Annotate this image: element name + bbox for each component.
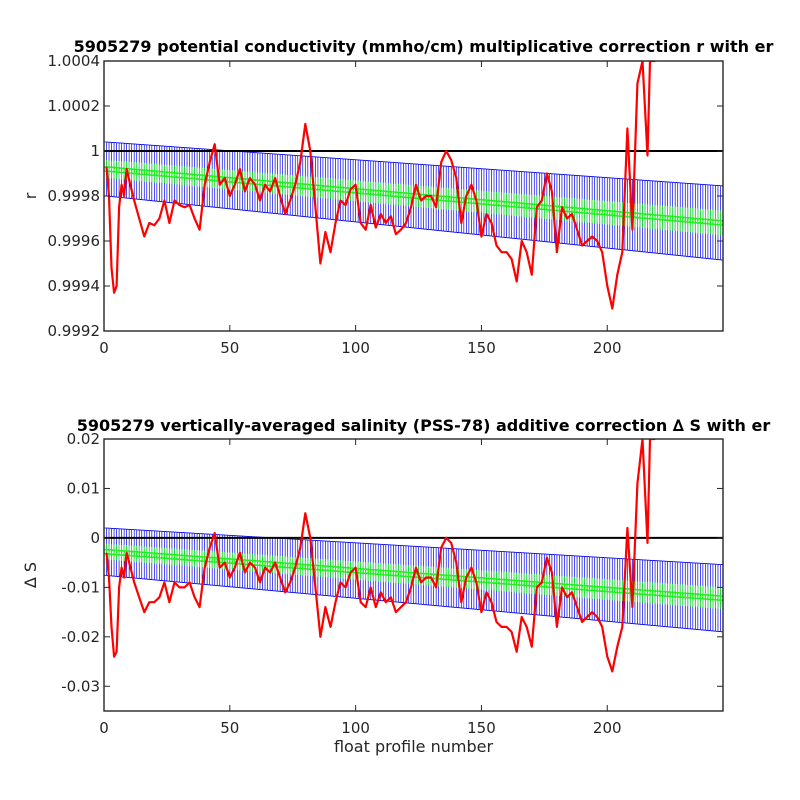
x-tick-label: 50 xyxy=(220,339,239,357)
x-tick-label: 200 xyxy=(593,339,622,357)
y-tick-label: 0.01 xyxy=(67,479,100,497)
y-tick-label: 0.9996 xyxy=(48,232,101,250)
y-tick-label: 0.9998 xyxy=(48,187,101,205)
x-tick-label: 100 xyxy=(341,719,370,737)
data-line xyxy=(105,61,656,310)
y-tick-label: -0.02 xyxy=(61,628,100,646)
x-tick-label: 150 xyxy=(467,339,496,357)
data-line xyxy=(105,439,656,673)
x-tick-label: 100 xyxy=(341,339,370,357)
y-tick-label: 0 xyxy=(90,529,100,547)
y-tick-label: -0.03 xyxy=(61,677,100,695)
y-tick-label: 0.9992 xyxy=(48,322,101,340)
top-panel-r: 0 50 100 150 200 0.9992 0.9994 0.9996 0.9998 1 1.0… xyxy=(21,37,773,357)
y-tick-label: 1.0002 xyxy=(48,97,101,115)
x-axis-label: float profile number xyxy=(334,737,494,756)
y-axis-label: r xyxy=(21,192,40,199)
fit-marker xyxy=(717,219,723,226)
x-tick-label: 0 xyxy=(99,339,109,357)
y-tick-label: 0.9994 xyxy=(48,277,101,295)
axes-box xyxy=(103,438,724,712)
y-tick-label: 1.0004 xyxy=(48,52,101,70)
plot-content xyxy=(104,61,723,310)
x-tick-label: 150 xyxy=(467,719,496,737)
y-axis-label: ∆ S xyxy=(21,562,40,589)
y-tick-label: 0.02 xyxy=(67,430,100,448)
x-tick-label: 0 xyxy=(99,719,109,737)
fit-markers xyxy=(104,160,723,236)
chart-title: 5905279 vertically-averaged salinity (PS… xyxy=(77,416,771,435)
plot-content xyxy=(104,439,723,673)
x-tick-label: 50 xyxy=(220,719,239,737)
y-tick-label: -0.01 xyxy=(61,578,100,596)
x-tick-label: 200 xyxy=(593,719,622,737)
fit-marker xyxy=(717,594,723,602)
chart-title: 5905279 potential conductivity (mmho/cm)… xyxy=(74,37,774,56)
fit-marker xyxy=(719,595,723,602)
fit-marker xyxy=(719,219,723,227)
y-tick-label: 1 xyxy=(90,142,100,160)
bottom-panel-delta-s: 0 50 100 150 200 -0.03 -0.02 -0.01 0 0.01 0.025905… xyxy=(21,416,770,756)
